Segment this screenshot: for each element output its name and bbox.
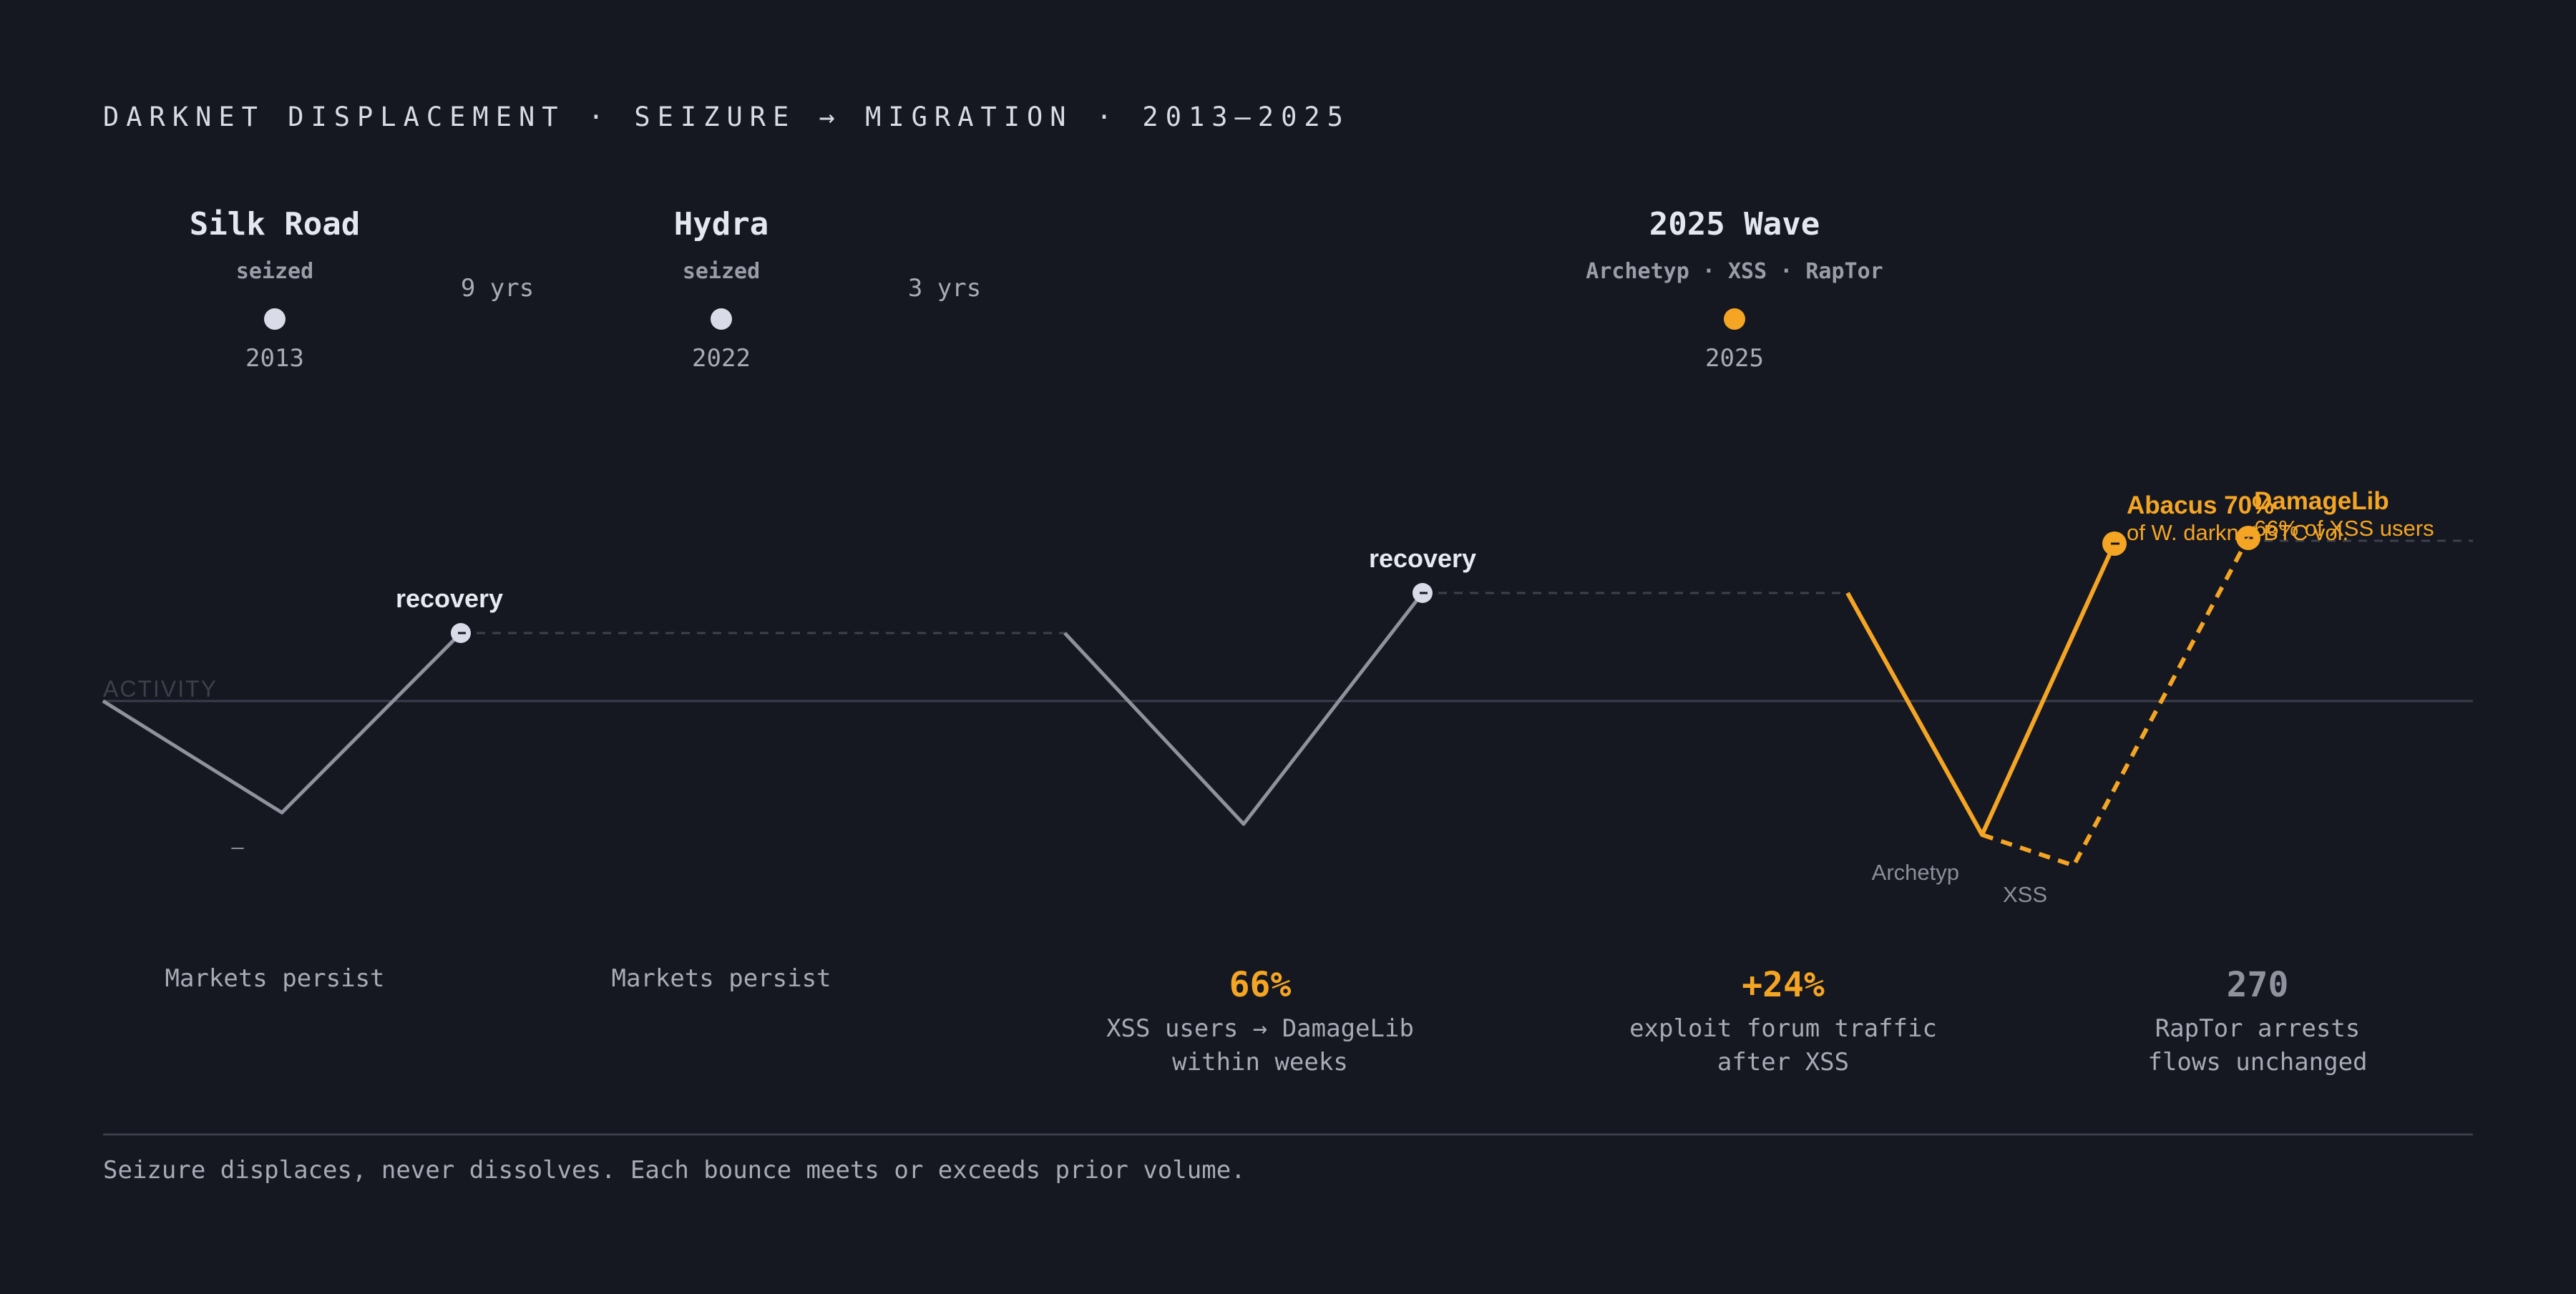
- gap-label-2: 3 yrs: [908, 274, 981, 303]
- stat-caption-line: XSS users → DamageLib: [1106, 1014, 1414, 1043]
- peak-label-damagelib: DamageLib: [2254, 487, 2389, 515]
- event-year: 2022: [692, 344, 751, 373]
- event-name: Hydra: [674, 206, 769, 242]
- stat-caption-line: within weeks: [1172, 1048, 1348, 1077]
- stat-raptor-arrests: 270 RapTor arrests flows unchanged: [2147, 965, 2367, 1077]
- activity-axis-label: ACTIVITY: [103, 676, 218, 702]
- stat-value: 270: [2227, 965, 2289, 1005]
- xss-damagelib-line: [1981, 536, 2250, 868]
- stat-value: +24%: [1742, 965, 1825, 1005]
- event-dot: [264, 308, 286, 330]
- stat-damagelib: 66% XSS users → DamageLib within weeks: [1106, 965, 1414, 1077]
- stat-value: 66%: [1229, 965, 1292, 1005]
- peak-sub-damagelib: 66% of XSS users: [2254, 516, 2434, 541]
- silk-road-bounce-line: [102, 632, 462, 815]
- stat-exploit-forum: +24% exploit forum traffic after XSS: [1629, 965, 1937, 1077]
- peak-sub-abacus: of W. darknet BTC vol.: [2127, 520, 2348, 545]
- diagram-title: DARKNET DISPLACEMENT · SEIZURE → MIGRATI…: [103, 102, 1350, 132]
- persist-label-2: Markets persist: [611, 964, 831, 993]
- event-status: Archetyp · XSS · RapTor: [1586, 259, 1883, 284]
- event-status: seized: [683, 259, 760, 284]
- trough-label-xss: XSS: [2003, 882, 2047, 907]
- stat-caption-line: flows unchanged: [2147, 1048, 2367, 1077]
- archetyp-abacus-line: [1845, 542, 2117, 837]
- event-dot: [711, 308, 732, 330]
- footer-note: Seizure displaces, never dissolves. Each…: [103, 1156, 1246, 1185]
- stat-caption-line: RapTor arrests: [2155, 1014, 2361, 1043]
- recovery-label-1: recovery: [396, 584, 503, 613]
- recovery-label-2: recovery: [1369, 544, 1476, 573]
- event-dot-accent: [1724, 308, 1745, 330]
- event-year: 2025: [1705, 344, 1764, 373]
- event-name: 2025 Wave: [1649, 206, 1820, 242]
- event-status: seized: [236, 259, 313, 284]
- event-name: Silk Road: [190, 206, 360, 242]
- persist-label-1: Markets persist: [165, 964, 384, 993]
- event-2025-wave: 2025 Wave Archetyp · XSS · RapTor 2025: [1586, 206, 1883, 373]
- peak-label-abacus: Abacus 70%: [2127, 491, 2274, 519]
- trough-label-archetyp: Archetyp: [1872, 860, 1959, 885]
- stat-caption-line: after XSS: [1717, 1048, 1849, 1077]
- hydra-bounce-line: [1063, 592, 1424, 826]
- stat-caption-line: exploit forum traffic: [1629, 1014, 1937, 1043]
- event-year: 2013: [245, 344, 304, 373]
- event-silk-road: Silk Road seized 2013: [190, 206, 360, 373]
- trough-mark: –: [231, 834, 244, 859]
- gap-label-1: 9 yrs: [461, 274, 534, 303]
- event-hydra: Hydra seized 2022: [674, 206, 769, 373]
